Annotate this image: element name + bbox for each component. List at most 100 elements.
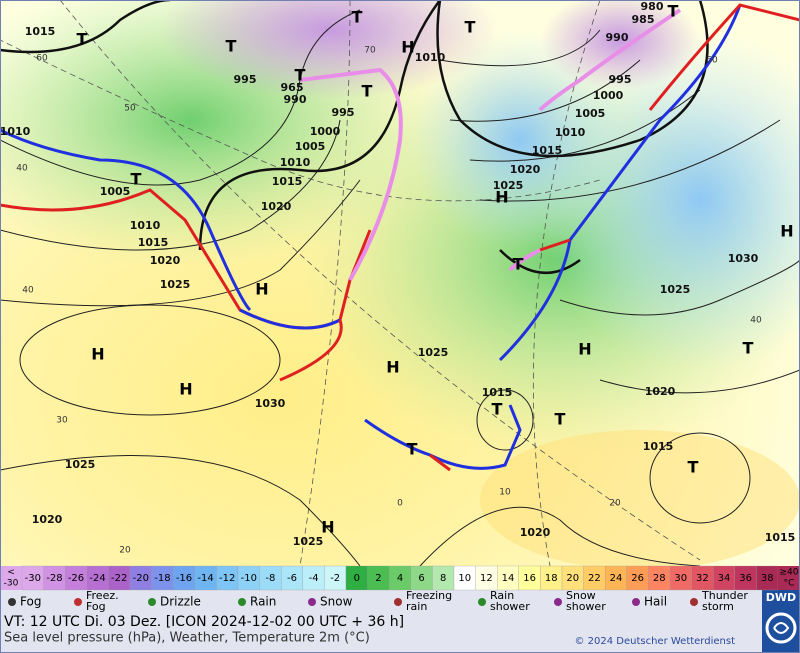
high-pressure: H: [495, 188, 508, 207]
weather-icon: [308, 598, 316, 606]
pressure-label: 1005: [100, 185, 131, 198]
weather-icon: [238, 598, 246, 606]
pressure-label: 1020: [32, 513, 63, 526]
pressure-label: 1015: [765, 531, 796, 544]
map: 1015980985990995100010051010101510201025…: [0, 0, 800, 570]
pressure-label: 1010: [555, 126, 586, 139]
weather-legend-label: shower: [566, 600, 606, 613]
scale-label: 10: [458, 573, 471, 584]
scale-label: 4: [397, 573, 403, 584]
scale-label: 32: [696, 573, 709, 584]
footer-strip: [0, 614, 800, 653]
low-pressure: T: [131, 170, 142, 189]
dwd-logo-icon: [765, 612, 797, 644]
pressure-label: 1025: [160, 278, 191, 291]
scale-label: 30: [674, 573, 687, 584]
high-pressure: H: [255, 280, 268, 299]
copyright: © 2024 Deutscher Wetterdienst: [574, 636, 735, 647]
warm-front: [429, 453, 451, 472]
isobar: [0, 179, 361, 307]
valid-time: VT: 12 UTC Di. 03 Dez. [ICON 2024-12-02 …: [4, 614, 404, 630]
scale-label: -18: [154, 573, 170, 584]
cold-front: [498, 4, 742, 362]
graticule-label: 40: [750, 316, 762, 326]
scale-label: -2: [330, 573, 340, 584]
isobar-1000: [436, 0, 709, 275]
weather-icon: [478, 598, 486, 606]
weather-legend-label: Snow: [566, 589, 596, 602]
low-pressure: T: [492, 400, 503, 419]
weather-legend-label: Fog: [20, 595, 41, 609]
pressure-label: 1015: [643, 440, 674, 453]
scale-label: -8: [265, 573, 275, 584]
pressure-label: 990: [606, 31, 629, 44]
weather-legend-label: Thunder: [701, 589, 748, 602]
weather-legend-label: Snow: [320, 595, 353, 609]
weather-legend-label: Fog: [86, 600, 106, 613]
description: Sea level pressure (hPa), Weather, Tempe…: [4, 631, 370, 646]
graticule-label: 60: [706, 56, 718, 66]
scale-label: 22: [588, 573, 601, 584]
pressure-label: 1010: [0, 125, 31, 138]
scale-label: 18: [545, 573, 558, 584]
pressure-label: 1005: [295, 140, 326, 153]
dwd-logo-icon: [773, 622, 790, 634]
scale-label: 8: [440, 573, 446, 584]
high-pressure: H: [780, 222, 793, 241]
high-pressure: H: [578, 340, 591, 359]
weather-legend-label: Rain: [250, 595, 276, 609]
high-pressure: H: [321, 518, 334, 537]
pressure-label: 995: [234, 73, 257, 86]
weather-icon: [148, 598, 156, 606]
weather-icon: [632, 598, 640, 606]
isobar: [559, 259, 800, 394]
isobar: [19, 304, 281, 416]
high-pressure: H: [91, 345, 104, 364]
isobar: [0, 9, 361, 186]
legend: VT: 12 UTC Di. 03 Dez. [ICON 2024-12-02 …: [0, 565, 800, 653]
graticule-label: 20: [609, 499, 621, 509]
pressure-label: 1030: [728, 252, 759, 265]
scale-label: -12: [219, 573, 235, 584]
pressure-label: 995: [332, 106, 355, 119]
pressure-label: 1020: [645, 385, 676, 398]
weather-legend-label: Rain: [490, 589, 514, 602]
scale-label: -20: [133, 573, 149, 584]
pressure-label: 1020: [261, 200, 292, 213]
isobar: [0, 119, 341, 251]
scale-label: 38: [761, 573, 774, 584]
low-pressure: T: [226, 37, 237, 56]
scale-label: 2: [375, 573, 381, 584]
weather-icon: [74, 598, 82, 606]
weather-icon: [554, 598, 562, 606]
scale-label: -28: [46, 573, 62, 584]
isobar: [0, 455, 361, 567]
pressure-label: 1025: [493, 179, 524, 192]
weather-legend-label: Freezing: [406, 589, 452, 602]
cold-front: [239, 308, 341, 330]
weather-icon: [690, 598, 698, 606]
scale-label: 12: [480, 573, 493, 584]
graticule: [0, 0, 701, 567]
scale-label: -26: [68, 573, 84, 584]
isobar: [649, 432, 751, 524]
pressure-label: 1020: [510, 163, 541, 176]
low-pressure: T: [465, 18, 476, 37]
low-pressure: T: [77, 30, 88, 49]
pressure-label: 1030: [255, 397, 286, 410]
scale-cell: [0, 566, 22, 590]
pressure-label: 1015: [25, 25, 56, 38]
low-pressure: T: [295, 66, 306, 85]
scale-label: 14: [502, 573, 515, 584]
graticule-label: 30: [56, 416, 68, 426]
weather-legend-label: storm: [702, 600, 734, 613]
scale-label: 24: [610, 573, 623, 584]
isobar: [419, 506, 701, 567]
scale-label: -14: [197, 573, 213, 584]
high-pressure: H: [401, 38, 414, 57]
pressure-label: 965: [281, 81, 304, 94]
isobar: [476, 389, 534, 451]
low-pressure: T: [407, 440, 418, 459]
low-pressure: T: [743, 339, 754, 358]
